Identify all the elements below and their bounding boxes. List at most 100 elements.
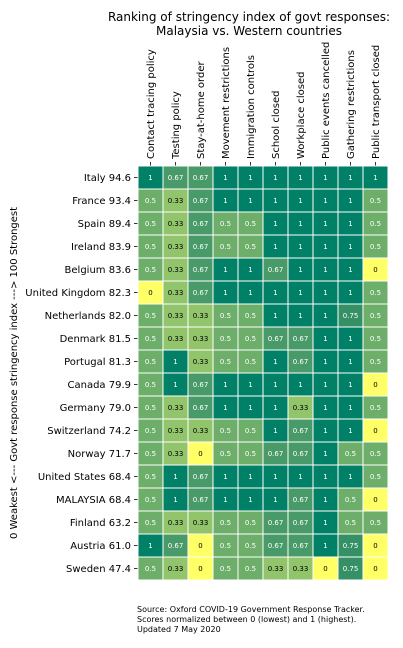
cell-value: 0.5 <box>145 450 156 458</box>
cell-value: 1 <box>323 243 327 251</box>
cell-value: 0.33 <box>293 565 309 573</box>
cell-value: 0.5 <box>220 312 231 320</box>
column-label: Public transport closed <box>371 45 382 159</box>
column-label: Workplace closed <box>296 71 307 159</box>
column-label: Public events cancelled <box>321 42 332 159</box>
row-label: Spain 89.4 <box>78 219 131 230</box>
cell-value: 1 <box>223 496 227 504</box>
cell-value: 0.5 <box>145 266 156 274</box>
cell-value: 1 <box>273 404 277 412</box>
cell-value: 0.5 <box>145 243 156 251</box>
cell-value: 0.5 <box>370 197 381 205</box>
cell-value: 1 <box>248 404 252 412</box>
cell-value: 1 <box>248 381 252 389</box>
cell-value: 1 <box>348 174 352 182</box>
cell-value: 0.5 <box>245 335 256 343</box>
cell-value: 1 <box>273 427 277 435</box>
cell-value: 1 <box>223 174 227 182</box>
cell-value: 1 <box>323 427 327 435</box>
cell-value: 1 <box>248 266 252 274</box>
cell-value: 0.5 <box>370 289 381 297</box>
cell-value: 1 <box>298 266 302 274</box>
cell-value: 0 <box>373 542 377 550</box>
heatmap-cell <box>362 556 389 581</box>
cell-value: 1 <box>298 197 302 205</box>
cell-value: 0.33 <box>293 404 309 412</box>
cell-value: 0.67 <box>193 197 209 205</box>
cell-value: 0.75 <box>343 542 359 550</box>
cell-value: 1 <box>298 473 302 481</box>
cell-value: 0.67 <box>268 335 284 343</box>
cell-value: 1 <box>348 335 352 343</box>
cell-value: 1 <box>173 496 177 504</box>
cell-value: 1 <box>323 174 327 182</box>
cell-value: 0.5 <box>145 197 156 205</box>
cell-value: 1 <box>273 220 277 228</box>
cell-value: 1 <box>323 312 327 320</box>
cell-value: 0 <box>198 542 202 550</box>
cell-value: 1 <box>323 496 327 504</box>
row-label: United States 68.4 <box>38 472 131 483</box>
row-label: Canada 79.9 <box>68 380 132 391</box>
cell-value: 0.67 <box>268 266 284 274</box>
cell-value: 1 <box>323 266 327 274</box>
cell-value: 1 <box>348 197 352 205</box>
heatmap-cells: 1 0.67 0.67 1 1 1 1 1 1 1 0.5 0.33 0.67 1 1 1 1 1 1 0.5 0.5 0… <box>137 165 389 581</box>
cell-value: 1 <box>323 197 327 205</box>
cell-value: 0.5 <box>220 243 231 251</box>
cell-value: 1 <box>298 381 302 389</box>
cell-value: 0.33 <box>193 519 209 527</box>
cell-value: 0.33 <box>168 565 184 573</box>
cell-value: 0.5 <box>370 220 381 228</box>
column-label: Testing policy <box>171 91 182 160</box>
cell-value: 0.5 <box>370 335 381 343</box>
column-label: Gathering restrictions <box>346 50 357 159</box>
cell-value: 1 <box>223 289 227 297</box>
cell-value: 0.33 <box>193 427 209 435</box>
row-label: Belgium 83.6 <box>65 265 131 276</box>
cell-value: 0.67 <box>293 542 309 550</box>
cell-value: 0.33 <box>168 404 184 412</box>
column-label: Immigration controls <box>246 55 257 159</box>
cell-value: 0.33 <box>193 335 209 343</box>
row-label: Denmark 81.5 <box>60 334 131 345</box>
row-label: Ireland 83.9 <box>71 242 131 253</box>
cell-value: 0.5 <box>220 358 231 366</box>
cell-value: 0.67 <box>293 427 309 435</box>
cell-value: 0 <box>198 565 202 573</box>
cell-value: 0.67 <box>193 289 209 297</box>
cell-value: 0.5 <box>220 450 231 458</box>
cell-value: 0 <box>373 496 377 504</box>
cell-value: 1 <box>373 174 377 182</box>
cell-value: 0.67 <box>168 174 184 182</box>
cell-value: 1 <box>223 381 227 389</box>
title-line: Ranking of stringency index of govt resp… <box>108 10 390 24</box>
row-label: United Kingdom 82.3 <box>25 288 131 299</box>
cell-value: 0.33 <box>168 197 184 205</box>
row-label: Sweden 47.4 <box>66 564 131 575</box>
cell-value: 1 <box>323 473 327 481</box>
row-label: Switzerland 74.2 <box>47 426 131 437</box>
cell-value: 0.5 <box>245 427 256 435</box>
row-labels: Italy 94.6 France 93.4 Spain 89.4 Ireland 8… <box>25 173 138 575</box>
cell-value: 0.5 <box>370 404 381 412</box>
cell-value: 1 <box>298 220 302 228</box>
cell-value: 1 <box>148 542 152 550</box>
cell-value: 1 <box>223 404 227 412</box>
column-label: Stay-at-home order <box>196 61 207 159</box>
cell-value: 1 <box>273 473 277 481</box>
cell-value: 0.67 <box>268 542 284 550</box>
cell-value: 1 <box>348 266 352 274</box>
cell-value: 0.5 <box>145 335 156 343</box>
row-label: Germany 79.0 <box>60 403 131 414</box>
cell-value: 1 <box>323 450 327 458</box>
cell-value: 0.33 <box>168 243 184 251</box>
cell-value: 0.5 <box>220 519 231 527</box>
cell-value: 0.67 <box>293 496 309 504</box>
cell-value: 0 <box>373 266 377 274</box>
cell-value: 1 <box>298 174 302 182</box>
cell-value: 0.5 <box>145 473 156 481</box>
cell-value: 0.5 <box>370 358 381 366</box>
cell-value: 0.33 <box>168 289 184 297</box>
